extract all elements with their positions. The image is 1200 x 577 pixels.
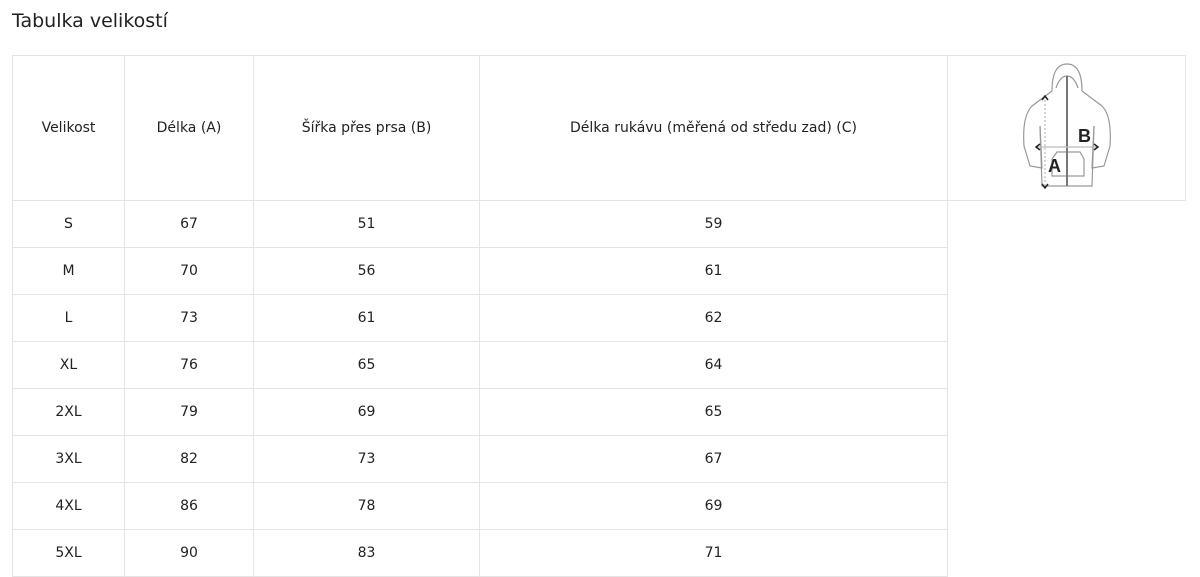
table-row: 5XL 90 83 71 (12, 529, 1186, 577)
cell-sleeve-length: 61 (479, 247, 948, 295)
page-title: Tabulka velikostí (12, 10, 168, 32)
cell-length: 76 (124, 341, 254, 389)
cell-length: 67 (124, 200, 254, 248)
cell-chest-width: 73 (253, 435, 480, 483)
cell-size: 2XL (12, 388, 125, 436)
cell-sleeve-length: 62 (479, 294, 948, 342)
table-row: 2XL 79 69 65 (12, 388, 1186, 436)
cell-size: 4XL (12, 482, 125, 530)
header-sleeve-length: Délka rukávu (měřená od středu zad) (C) (479, 55, 948, 201)
table-row: 3XL 82 73 67 (12, 435, 1186, 483)
header-size: Velikost (12, 55, 125, 201)
table-row: S 67 51 59 (12, 200, 1186, 248)
cell-sleeve-length: 71 (479, 529, 948, 577)
table-row: M 70 56 61 (12, 247, 1186, 295)
hoodie-measurement-image: A B (1022, 63, 1111, 190)
cell-chest-width: 69 (253, 388, 480, 436)
cell-sleeve-length: 65 (479, 388, 948, 436)
table-row: 4XL 86 78 69 (12, 482, 1186, 530)
table-row: XL 76 65 64 (12, 341, 1186, 389)
cell-size: L (12, 294, 125, 342)
cell-length: 90 (124, 529, 254, 577)
table-row: L 73 61 62 (12, 294, 1186, 342)
cell-chest-width: 65 (253, 341, 480, 389)
cell-size: S (12, 200, 125, 248)
cell-chest-width: 61 (253, 294, 480, 342)
cell-size: 3XL (12, 435, 125, 483)
cell-length: 73 (124, 294, 254, 342)
cell-sleeve-length: 59 (479, 200, 948, 248)
cell-size: XL (12, 341, 125, 389)
cell-sleeve-length: 67 (479, 435, 948, 483)
cell-sleeve-length: 69 (479, 482, 948, 530)
cell-chest-width: 51 (253, 200, 480, 248)
header-row: Velikost Délka (A) Šířka přes prsa (B) D… (12, 55, 1186, 201)
label-a: A (1048, 156, 1061, 176)
cell-size: 5XL (12, 529, 125, 577)
cell-size: M (12, 247, 125, 295)
cell-chest-width: 56 (253, 247, 480, 295)
cell-length: 79 (124, 388, 254, 436)
cell-chest-width: 78 (253, 482, 480, 530)
cell-chest-width: 83 (253, 529, 480, 577)
cell-length: 70 (124, 247, 254, 295)
cell-length: 86 (124, 482, 254, 530)
size-table: Velikost Délka (A) Šířka přes prsa (B) D… (12, 55, 1186, 577)
cell-length: 82 (124, 435, 254, 483)
hoodie-diagram-cell: A B (947, 55, 1186, 201)
header-chest-width: Šířka přes prsa (B) (253, 55, 480, 201)
cell-sleeve-length: 64 (479, 341, 948, 389)
label-b: B (1078, 126, 1091, 146)
header-length: Délka (A) (124, 55, 254, 201)
